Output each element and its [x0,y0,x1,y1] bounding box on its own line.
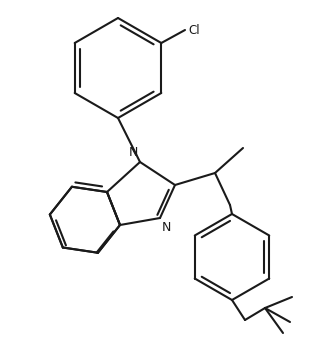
Text: N: N [162,221,172,234]
Text: N: N [129,146,138,159]
Text: Cl: Cl [188,23,200,36]
